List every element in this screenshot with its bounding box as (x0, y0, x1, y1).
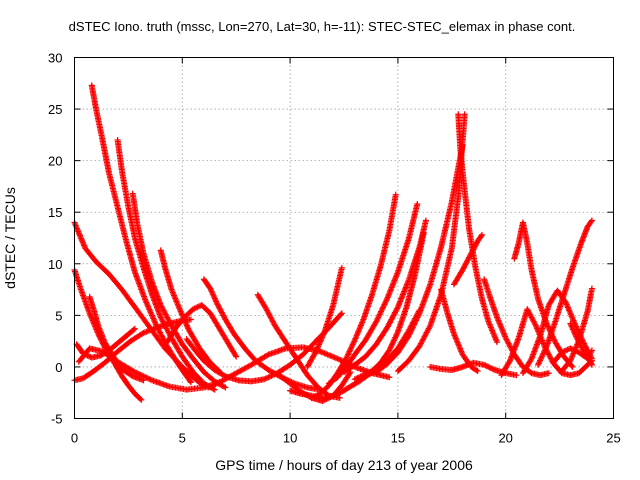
data-point (426, 324, 433, 331)
data-point (336, 394, 343, 401)
data-point (318, 335, 325, 342)
data-point (137, 395, 144, 402)
y-tick-label: 15 (48, 205, 62, 220)
data-point (527, 369, 534, 376)
data-point (232, 352, 239, 359)
data-point (178, 310, 185, 316)
data-point (315, 342, 322, 349)
data-points (71, 82, 595, 404)
data-point (545, 370, 552, 377)
plot-frame (74, 57, 614, 419)
data-point (138, 396, 145, 403)
data-point (338, 310, 345, 317)
data-point (588, 361, 595, 368)
x-tick-label: 0 (71, 431, 78, 446)
data-point (187, 316, 194, 323)
data-point (312, 348, 319, 355)
y-tick-label: 0 (55, 360, 62, 375)
data-point (211, 386, 218, 393)
data-point (482, 362, 489, 369)
data-point (319, 334, 326, 341)
x-tick-label: 5 (179, 431, 186, 446)
y-tick-label: 5 (55, 308, 62, 323)
data-point (588, 218, 595, 225)
y-tick-label: 20 (48, 154, 62, 169)
data-point (474, 368, 481, 375)
data-point (422, 217, 429, 224)
data-point (588, 285, 595, 292)
data-point (394, 305, 401, 312)
data-point (483, 363, 490, 370)
x-tick-label: 10 (283, 431, 297, 446)
data-point (139, 330, 146, 337)
data-point (461, 111, 468, 118)
data-point (513, 372, 520, 379)
chart-title: dSTEC Iono. truth (mssc, Lon=270, Lat=30… (69, 19, 576, 34)
x-tick-label: 25 (606, 431, 620, 446)
data-point (588, 348, 595, 355)
data-point (478, 231, 485, 238)
x-tick-label: 15 (391, 431, 405, 446)
data-point (420, 229, 427, 236)
y-tick-label: 25 (48, 102, 62, 117)
data-point (187, 378, 194, 385)
axis-ticks (74, 57, 614, 419)
data-point (392, 191, 399, 198)
y-tick-label: 10 (48, 257, 62, 272)
data-point (221, 383, 228, 390)
data-point (316, 341, 323, 348)
data-point (532, 321, 539, 328)
data-point (386, 374, 393, 381)
data-point (490, 366, 497, 373)
data-point (264, 352, 271, 359)
data-point (486, 364, 493, 371)
data-point (485, 363, 492, 370)
data-point (233, 353, 240, 360)
data-point (588, 347, 595, 354)
data-point (140, 377, 147, 384)
data-point (187, 379, 194, 386)
data-point (177, 308, 184, 315)
x-tick-labels: 0 5 10 15 20 25 (71, 431, 621, 446)
data-point (319, 333, 326, 340)
data-point (130, 326, 137, 333)
y-tick-label: -5 (51, 412, 63, 427)
data-point (337, 311, 344, 318)
data-point (414, 200, 421, 207)
y-tick-labels: -5 0 5 10 15 20 25 30 (48, 51, 62, 427)
data-point (478, 233, 485, 240)
data-point (494, 339, 501, 346)
x-tick-label: 20 (498, 431, 512, 446)
data-point (313, 347, 320, 354)
data-point (183, 322, 190, 329)
data-point (527, 356, 534, 363)
data-point (177, 307, 184, 314)
data-point (131, 325, 138, 332)
y-tick-label: 30 (48, 51, 62, 66)
data-point (568, 362, 575, 369)
data-point (487, 365, 494, 372)
data-point (489, 365, 496, 372)
data-point (316, 340, 323, 347)
data-point (473, 367, 480, 374)
data-point (506, 359, 513, 366)
y-axis-label: dSTEC / TECUs (2, 187, 18, 289)
x-axis-label: GPS time / hours of day 213 of year 2006 (215, 457, 473, 473)
data-point (588, 217, 595, 224)
data-point (588, 360, 595, 367)
data-point (184, 323, 191, 330)
data-point (481, 361, 488, 368)
data-point (346, 370, 353, 377)
data-point (222, 384, 229, 391)
data-point (312, 349, 319, 356)
data-point (338, 264, 345, 271)
data-point (569, 363, 576, 370)
